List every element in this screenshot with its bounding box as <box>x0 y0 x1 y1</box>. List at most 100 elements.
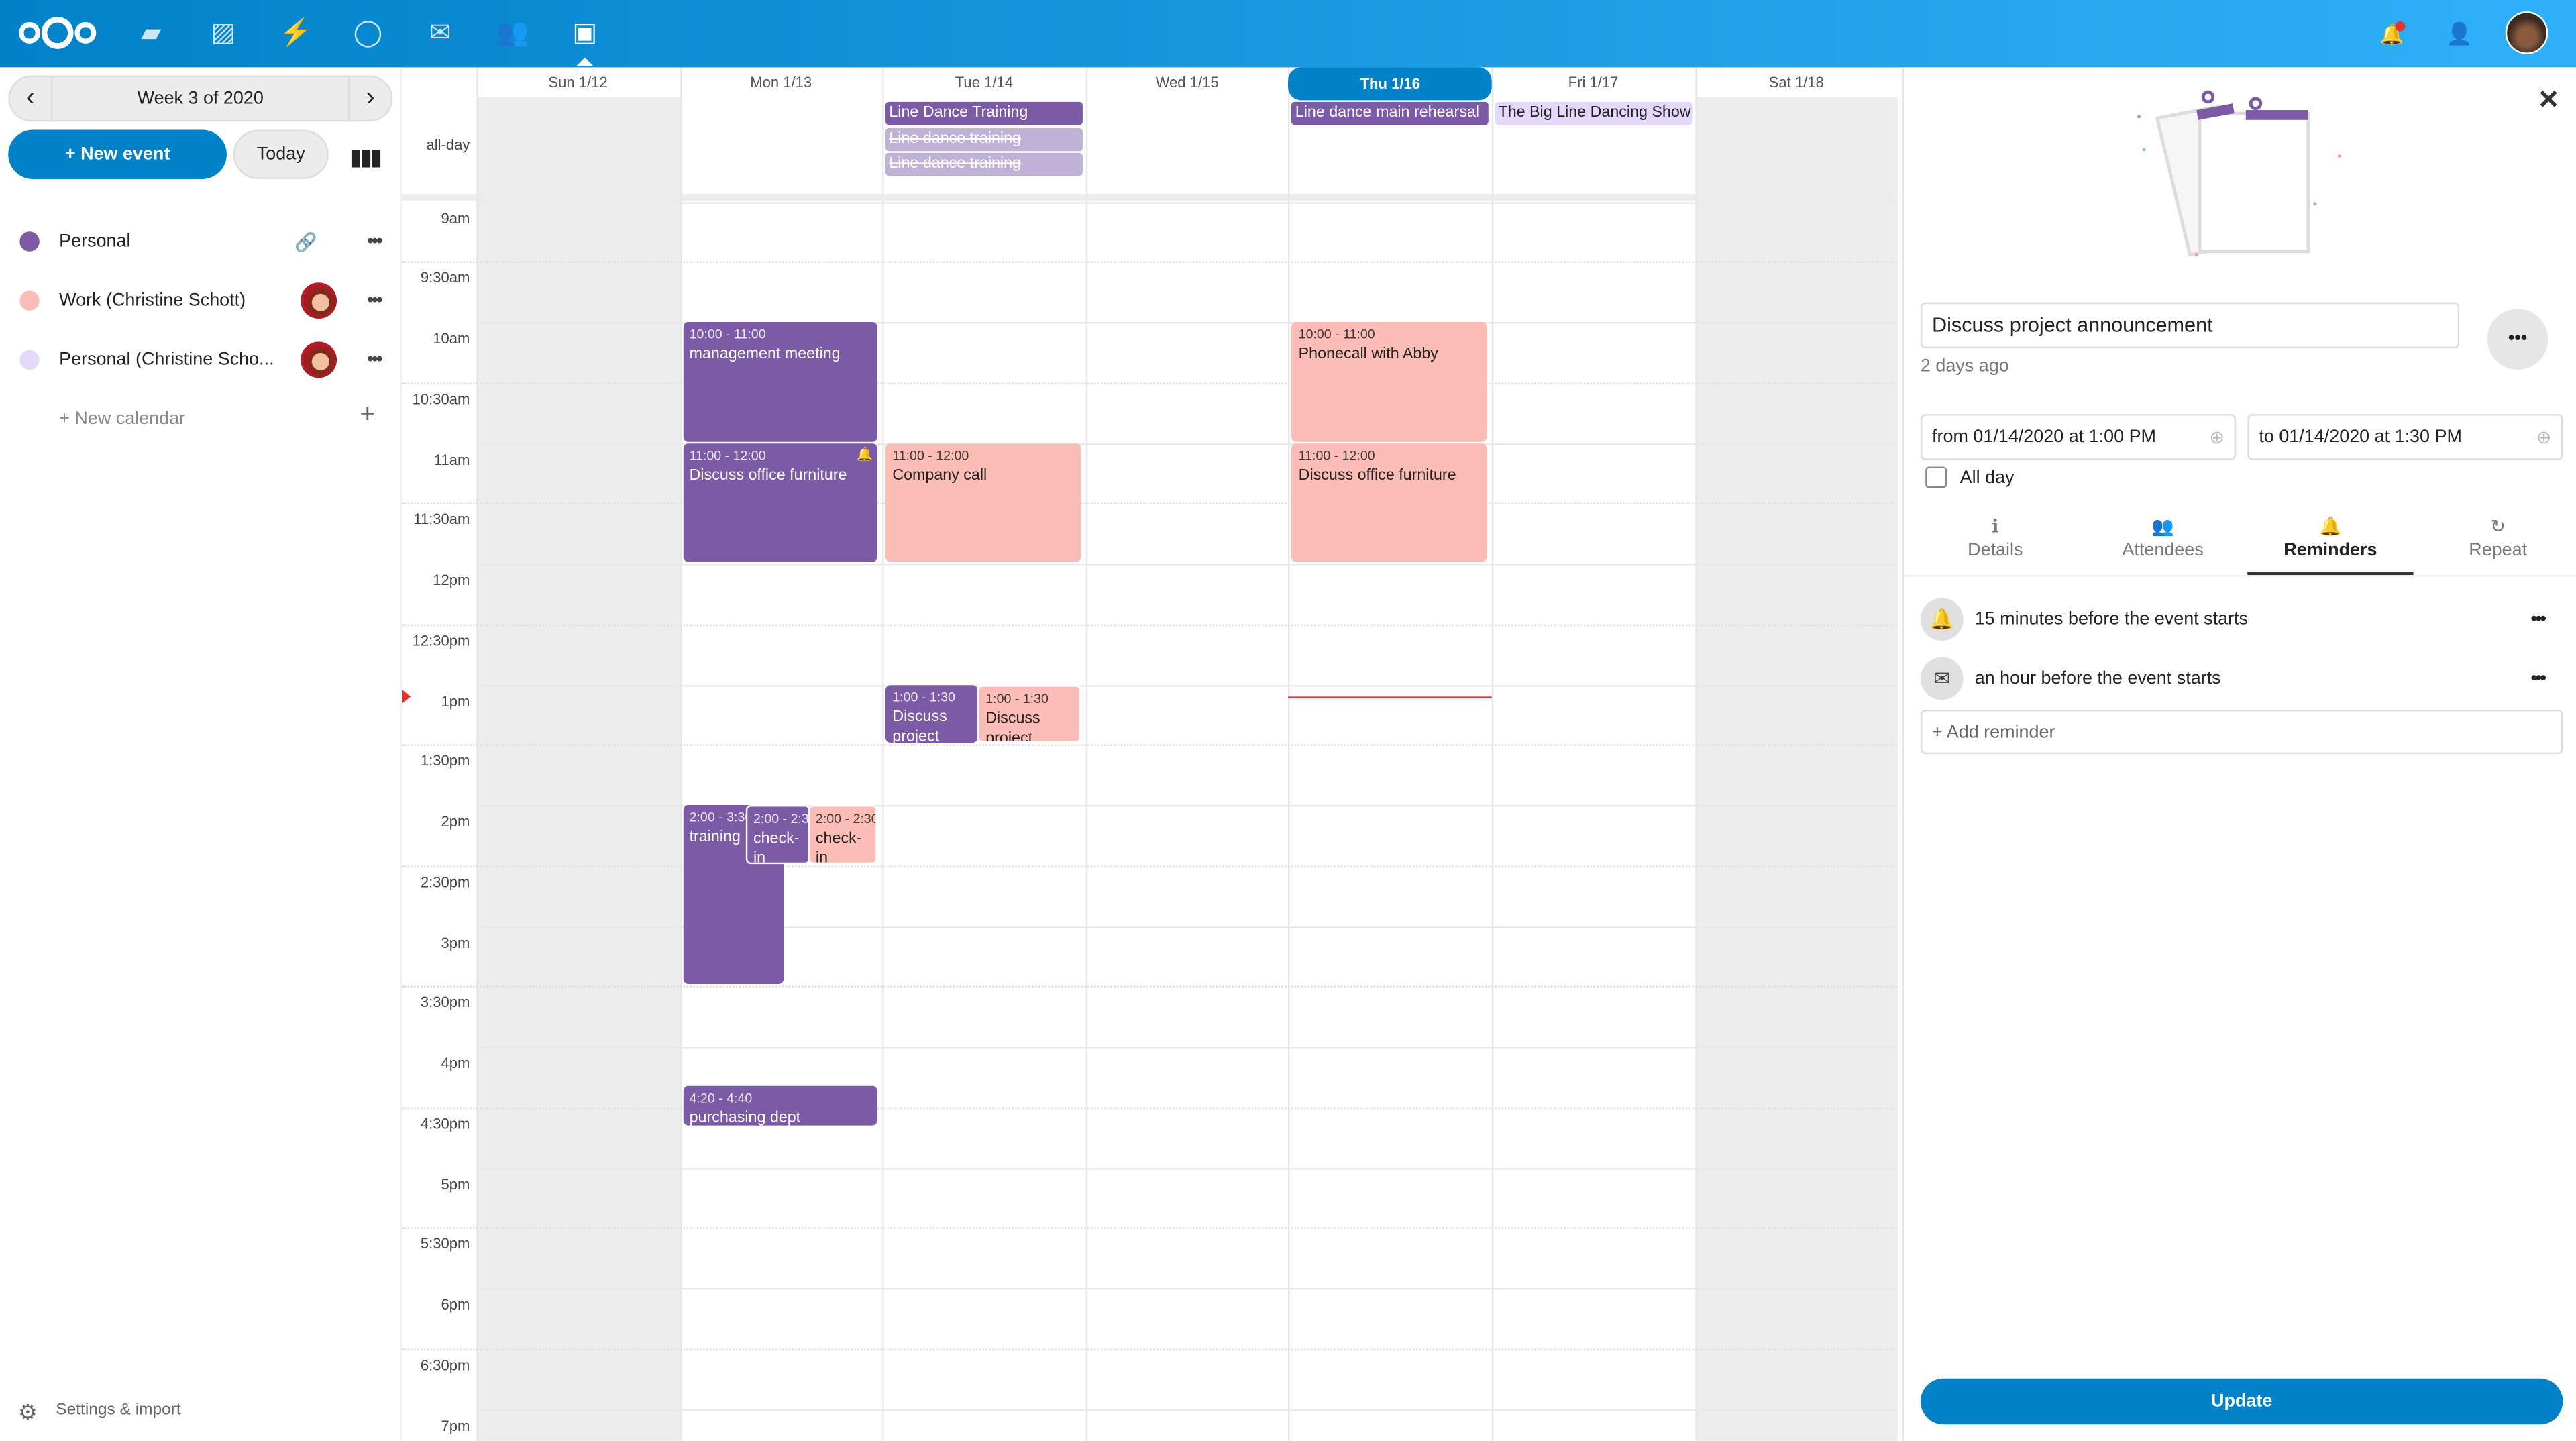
files-icon[interactable]: ▰ <box>141 19 162 48</box>
reminder-actions-icon[interactable]: ••• <box>2530 668 2546 689</box>
calendar-item[interactable]: Work (Christine Schott) ••• <box>0 271 402 330</box>
add-reminder-input[interactable]: + Add reminder <box>1920 709 2563 755</box>
update-button[interactable]: Update <box>1920 1378 2563 1425</box>
time-label: 6pm <box>441 1296 470 1313</box>
mail-icon[interactable]: ✉ <box>429 19 451 48</box>
reminder-bell-icon: 🔔 <box>856 445 873 461</box>
add-calendar-icon[interactable]: + <box>360 401 376 429</box>
share-link-icon[interactable]: 🔗 <box>294 232 317 252</box>
week-grid: Sun 1/12 Mon 1/13 Tue 1/14 Wed 1/15 Thu 1/16… <box>402 67 1898 1441</box>
more-actions-button[interactable]: ••• <box>2487 309 2548 370</box>
day-header[interactable]: Thu 1/16 <box>1288 67 1492 101</box>
shared-owner-avatar <box>301 341 337 378</box>
tab-details[interactable]: ℹ Details <box>1913 515 2078 576</box>
calendar-actions-icon[interactable]: ••• <box>367 231 382 252</box>
timezone-globe-icon[interactable]: ⊕ <box>2209 427 2224 448</box>
contacts-menu-icon[interactable]: 👤 <box>2446 21 2473 46</box>
tab-attendees[interactable]: 👥 Attendees <box>2080 515 2245 576</box>
new-event-button[interactable]: + New event <box>8 129 227 179</box>
day-header[interactable]: Fri 1/17 <box>1492 67 1695 97</box>
time-label: 2pm <box>441 813 470 830</box>
timezone-globe-icon[interactable]: ⊕ <box>2536 427 2552 448</box>
calendar-event[interactable]: 2:00 - 2:30 check-in <box>807 805 878 864</box>
event-time: 2:00 - 3:30 <box>689 810 753 825</box>
all-day-checkbox[interactable] <box>1925 466 1947 488</box>
week-label[interactable]: Week 3 of 2020 <box>137 89 264 109</box>
event-title: training <box>689 828 741 847</box>
start-date-input[interactable]: from 01/14/2020 at 1:00 PM ⊕ <box>1920 414 2237 460</box>
allday-event[interactable]: Line Dance Training <box>885 101 1083 125</box>
event-title: Discuss project <box>985 708 1040 743</box>
user-avatar[interactable] <box>2505 11 2548 54</box>
tab-repeat[interactable]: ↻ Repeat <box>2415 515 2576 576</box>
allday-event[interactable]: Line dance training <box>885 127 1083 151</box>
repeat-icon: ↻ <box>2490 517 2506 537</box>
event-title: Company call <box>892 466 987 484</box>
calendar-event[interactable]: 4:20 - 4:40 purchasing dept <box>682 1086 878 1126</box>
end-date-input[interactable]: to 01/14/2020 at 1:30 PM ⊕ <box>2247 414 2563 460</box>
calendar-actions-icon[interactable]: ••• <box>367 290 382 311</box>
settings-gear-icon[interactable]: ⚙ <box>17 1399 38 1425</box>
time-gridline <box>476 443 1898 445</box>
calendar-item[interactable]: Personal 🔗 ••• <box>0 212 402 271</box>
calendar-item[interactable]: Personal (Christine Scho... ••• <box>0 330 402 389</box>
nextcloud-logo[interactable] <box>16 15 98 51</box>
calendar-event[interactable]: 10:00 - 11:00 Phonecall with Abby <box>1291 322 1487 441</box>
talk-icon[interactable]: ◯ <box>353 19 383 48</box>
reminder-actions-icon[interactable]: ••• <box>2530 609 2546 629</box>
calendar-icon[interactable]: ▣ <box>572 19 598 48</box>
calendar-event[interactable]: 11:00 - 12:00 Discuss office furniture 🔔 <box>682 443 878 562</box>
calendar-color-dot[interactable] <box>19 231 40 252</box>
calendar-color-dot[interactable] <box>19 290 40 311</box>
time-gridline <box>402 1228 1898 1230</box>
reminder-item[interactable]: ✉ an hour before the event starts ••• <box>1920 655 2561 702</box>
activity-icon[interactable]: ⚡ <box>279 19 313 48</box>
day-header-label: Fri 1/17 <box>1568 74 1619 91</box>
contacts-icon[interactable]: 👥 <box>496 19 529 48</box>
previous-week-button[interactable]: ‹ <box>10 77 53 120</box>
time-gridline <box>476 322 1898 324</box>
tab-reminders[interactable]: 🔔 Reminders <box>2247 515 2414 576</box>
settings-import-link[interactable]: Settings & import <box>56 1401 181 1420</box>
day-header[interactable]: Wed 1/15 <box>1085 67 1289 97</box>
calendar-event[interactable]: 11:00 - 12:00 Discuss office furniture <box>1291 443 1487 562</box>
event-title: check-in <box>753 829 800 864</box>
new-calendar-link[interactable]: + New calendar <box>59 409 186 429</box>
day-header[interactable]: Mon 1/13 <box>680 67 883 97</box>
time-label: 12:30pm <box>412 632 470 649</box>
calendar-event[interactable]: 1:00 - 1:30 Discuss project announcement <box>885 684 977 743</box>
day-header[interactable]: Sun 1/12 <box>476 67 680 97</box>
view-switcher-icon[interactable]: ▮▮▮ <box>350 144 382 170</box>
event-title: Discuss office furniture <box>1298 466 1456 484</box>
calendar-event[interactable]: 10:00 - 11:00 management meeting <box>682 322 878 441</box>
time-label: 3:30pm <box>420 994 470 1011</box>
allday-event[interactable]: Line dance main rehearsal <box>1291 101 1489 125</box>
event-time: 4:20 - 4:40 <box>689 1091 753 1107</box>
calendar-color-dot[interactable] <box>19 350 40 370</box>
modified-time: 2 days ago <box>1920 356 2009 376</box>
calendar-event[interactable]: 11:00 - 12:00 Company call <box>885 443 1081 562</box>
reminder-item[interactable]: 🔔 15 minutes before the event starts ••• <box>1920 596 2561 643</box>
event-time: 10:00 - 11:00 <box>1298 327 1375 342</box>
close-icon[interactable]: ✕ <box>2537 87 2560 115</box>
day-header-label: Thu 1/16 <box>1288 67 1492 101</box>
calendar-event[interactable]: 1:00 - 1:30 Discuss project <box>977 684 1081 743</box>
allday-event[interactable]: Line dance training <box>885 152 1083 176</box>
calendar-actions-icon[interactable]: ••• <box>367 350 382 370</box>
today-button[interactable]: Today <box>233 129 329 179</box>
photos-icon[interactable]: ▨ <box>211 19 236 48</box>
time-gridline <box>476 805 1898 807</box>
event-title: Discuss project announcement <box>892 707 947 743</box>
event-title-input[interactable]: Discuss project announcement <box>1920 302 2460 349</box>
calendar-event[interactable]: 2:00 - 2:30 check-in <box>745 805 810 864</box>
start-date-value: from 01/14/2020 at 1:00 PM <box>1932 427 2157 447</box>
event-title: check-in <box>815 829 862 864</box>
tab-label: Attendees <box>2122 540 2204 561</box>
next-week-button[interactable]: › <box>348 77 391 120</box>
allday-event[interactable]: The Big Line Dancing Show <box>1495 101 1692 125</box>
day-header[interactable]: Tue 1/14 <box>883 67 1086 97</box>
event-title: management meeting <box>689 345 841 364</box>
time-label: 1:30pm <box>420 753 470 769</box>
notifications-icon[interactable]: 🔔 <box>2375 18 2408 51</box>
day-header[interactable]: Sat 1/18 <box>1695 67 1897 97</box>
